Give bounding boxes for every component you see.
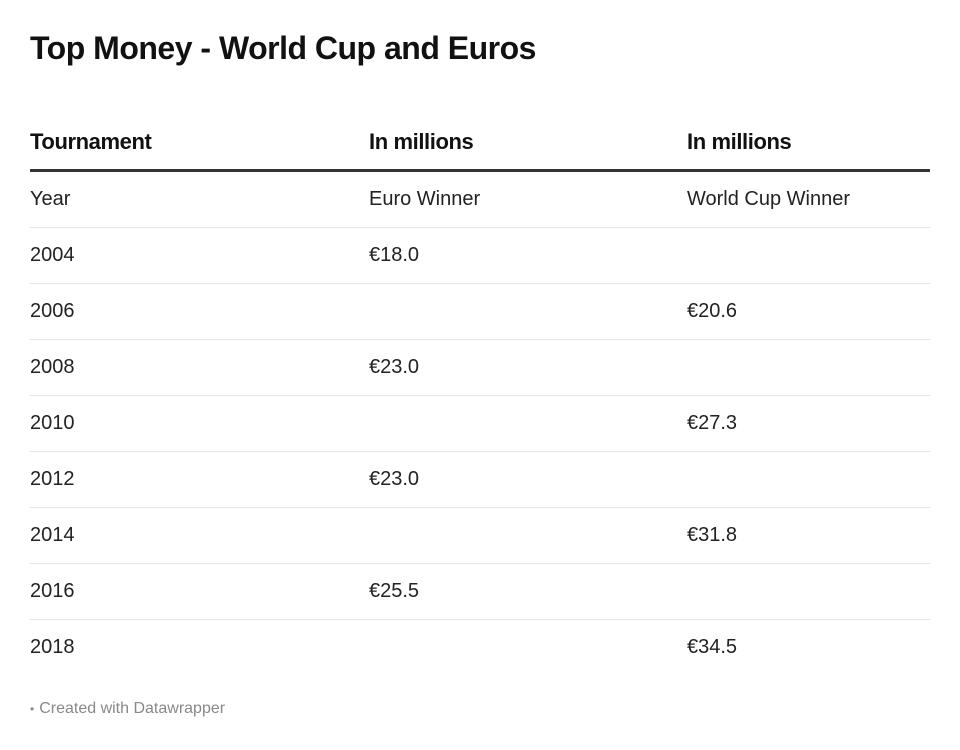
table-row: 2016 €25.5 bbox=[30, 563, 930, 620]
table-row: 2018 €34.5 bbox=[30, 620, 930, 676]
table-cell: 2004 bbox=[30, 227, 369, 284]
table-row: 2010 €27.3 bbox=[30, 395, 930, 452]
table-cell bbox=[687, 339, 930, 396]
header-row: Tournament In millions In millions bbox=[30, 114, 930, 172]
table-row: 2014 €31.8 bbox=[30, 507, 930, 564]
table-row: 2008 €23.0 bbox=[30, 339, 930, 396]
table-cell: €20.6 bbox=[687, 283, 930, 340]
column-header-world-cup-millions: In millions bbox=[687, 114, 930, 172]
table-cell: 2008 bbox=[30, 339, 369, 396]
bullet-icon: • bbox=[30, 702, 35, 716]
table-cell: €31.8 bbox=[687, 507, 930, 564]
datawrapper-credit: Created with Datawrapper bbox=[39, 700, 226, 717]
table-row: 2006 €20.6 bbox=[30, 283, 930, 340]
table-cell: €25.5 bbox=[369, 563, 687, 620]
table-cell: 2006 bbox=[30, 283, 369, 340]
table-cell: World Cup Winner bbox=[687, 170, 930, 228]
chart-title: Top Money - World Cup and Euros bbox=[30, 30, 536, 66]
table-row: Year Euro Winner World Cup Winner bbox=[30, 170, 930, 228]
table-cell bbox=[687, 451, 930, 508]
source-footer: • Created with Datawrapper bbox=[30, 700, 225, 718]
table-cell: 2014 bbox=[30, 507, 369, 564]
table-cell: 2010 bbox=[30, 395, 369, 452]
table-cell bbox=[369, 283, 687, 340]
table-cell: €34.5 bbox=[687, 636, 738, 658]
table-cell: €23.0 bbox=[369, 451, 687, 508]
table-cell: €23.0 bbox=[369, 339, 687, 396]
table-cell: Year bbox=[30, 170, 369, 228]
table-cell: 2012 bbox=[30, 451, 369, 508]
table-cell: Euro Winner bbox=[369, 170, 687, 228]
column-header-euro-millions: In millions bbox=[369, 114, 687, 172]
prize-money-table: Tournament In millions In millions Year … bbox=[30, 114, 930, 675]
column-header-tournament: Tournament bbox=[30, 114, 369, 172]
table-cell: €18.0 bbox=[369, 227, 687, 284]
table-cell: 2016 bbox=[30, 563, 369, 620]
table-cell bbox=[687, 227, 930, 284]
table-cell bbox=[369, 507, 687, 564]
table-row: 2012 €23.0 bbox=[30, 451, 930, 508]
table-cell bbox=[369, 620, 687, 676]
table-cell: 2018 bbox=[30, 636, 75, 658]
table-row: 2004 €18.0 bbox=[30, 227, 930, 284]
table-cell bbox=[687, 563, 930, 620]
table-cell: €27.3 bbox=[687, 395, 930, 452]
table-cell bbox=[369, 395, 687, 452]
